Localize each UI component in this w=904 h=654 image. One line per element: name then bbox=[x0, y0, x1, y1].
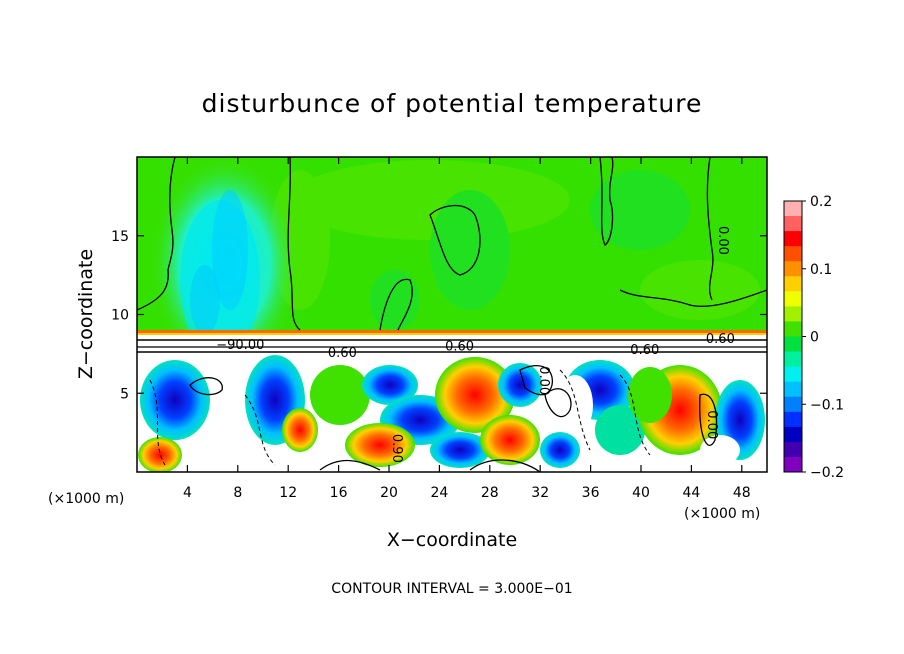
colorbar-swatch bbox=[784, 321, 802, 337]
colorbar-swatch bbox=[784, 381, 802, 398]
y-tick-label: 15 bbox=[111, 229, 129, 245]
y-tick-label: 10 bbox=[111, 308, 129, 324]
y-axis-label: Z−coordinate bbox=[75, 249, 97, 379]
colorbar-swatch bbox=[784, 246, 802, 262]
x-tick-label: 44 bbox=[682, 485, 700, 501]
y-axis: 5 10 15 bbox=[111, 229, 767, 402]
colorbar-swatch bbox=[784, 216, 802, 232]
contour-lines bbox=[137, 157, 767, 472]
x-tick-label: 4 bbox=[183, 485, 192, 501]
colorbar-swatch bbox=[784, 351, 802, 368]
contour-label: 0.60 bbox=[445, 340, 474, 355]
colorbar-tick-label: 0.1 bbox=[810, 262, 832, 278]
x-tick-label: 28 bbox=[481, 485, 499, 501]
x-tick-label: 12 bbox=[279, 485, 297, 501]
colorbar-swatch bbox=[784, 366, 802, 383]
x-tick-label: 8 bbox=[233, 485, 242, 501]
x-tick-label: 36 bbox=[582, 485, 600, 501]
contour-labels: 0.60 0.00 −90.00 0.60 0.60 0.90 0.00 0.00 0.60 bbox=[216, 226, 735, 463]
colorbar-tick-label: −0.1 bbox=[810, 397, 844, 413]
colorbar-swatch bbox=[784, 441, 802, 458]
x-tick-label: 40 bbox=[632, 485, 650, 501]
colorbar-tick-label: 0 bbox=[810, 330, 819, 346]
colorbar-swatch bbox=[784, 276, 802, 292]
contour-label: 0.60 bbox=[328, 346, 357, 361]
plot-area bbox=[137, 157, 767, 472]
x-tick-label: 20 bbox=[380, 485, 398, 501]
colorbar-swatch bbox=[784, 456, 802, 473]
x-axis-label: X−coordinate bbox=[387, 529, 517, 551]
x-tick-label: 24 bbox=[430, 485, 448, 501]
contour-label: 0.00 bbox=[536, 366, 551, 395]
colorbar-swatch bbox=[784, 231, 802, 247]
x-tick-label: 32 bbox=[531, 485, 549, 501]
lower-layer-eddies bbox=[138, 355, 765, 472]
x-unit-left: (×1000 m) bbox=[48, 491, 124, 507]
contour-label: −90.00 bbox=[216, 338, 264, 353]
colorbar-swatch bbox=[784, 291, 802, 307]
contour-label: 0.60 bbox=[706, 332, 735, 347]
colorbar-tick-label: −0.2 bbox=[810, 465, 844, 481]
x-axis: 4 8 12 16 20 24 28 32 36 40 44 48 bbox=[183, 157, 751, 501]
contour-label: 0.90 bbox=[389, 434, 404, 463]
colorbar-swatch bbox=[784, 261, 802, 277]
colorbar-swatch bbox=[784, 306, 802, 322]
x-unit-right: (×1000 m) bbox=[684, 506, 760, 522]
colorbar-swatch bbox=[784, 336, 802, 353]
x-tick-label: 16 bbox=[330, 485, 348, 501]
chart-title: disturbunce of potential temperature bbox=[202, 89, 703, 118]
cool-plume bbox=[150, 157, 300, 375]
contour-label: 0.00 bbox=[715, 226, 730, 255]
colorbar-swatch bbox=[784, 411, 802, 428]
colorbar-swatch bbox=[784, 201, 802, 217]
y-tick-label: 5 bbox=[120, 386, 129, 402]
colorbar: 0.2 0.1 0 −0.1 −0.2 bbox=[783, 194, 844, 481]
contour-interval-note: CONTOUR INTERVAL = 3.000E−01 bbox=[331, 581, 572, 597]
colorbar-swatch bbox=[784, 426, 802, 443]
contour-lines-dashed bbox=[149, 369, 651, 466]
x-tick-label: 48 bbox=[733, 485, 751, 501]
contour-label: 0.60 bbox=[630, 343, 659, 358]
contour-label: 0.00 bbox=[704, 410, 719, 439]
colorbar-tick-label: 0.2 bbox=[810, 194, 832, 210]
colorbar-swatch bbox=[784, 396, 802, 413]
